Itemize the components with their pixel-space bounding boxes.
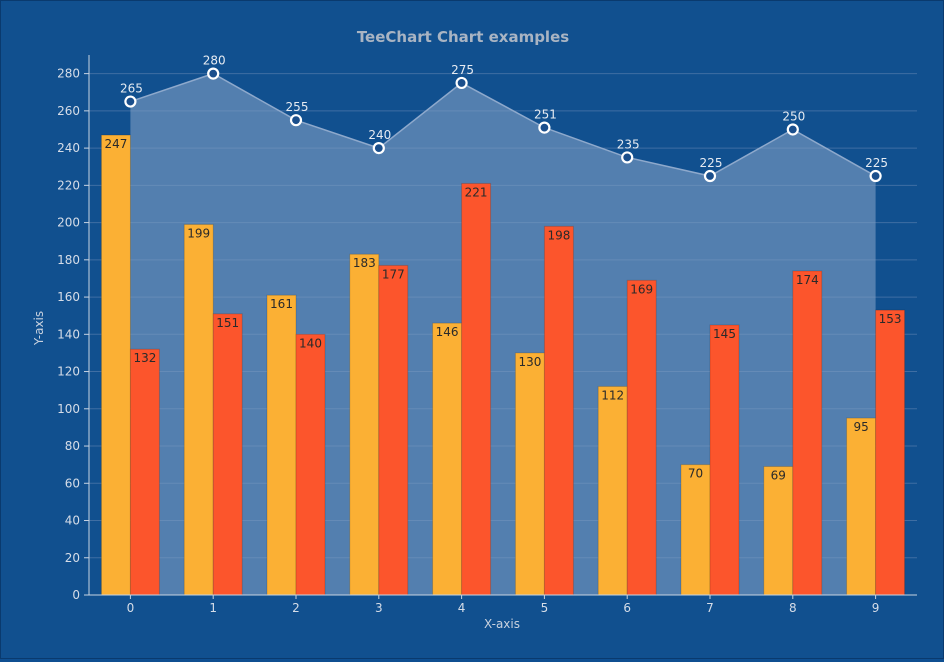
y-tick-label: 20 (65, 551, 80, 565)
x-tick-label: 4 (458, 601, 466, 615)
x-tick-label: 8 (789, 601, 797, 615)
x-tick-label: 1 (209, 601, 217, 615)
y-tick-label: 180 (57, 253, 80, 267)
y-tick-label: 80 (65, 439, 80, 453)
x-tick-label: 0 (127, 601, 135, 615)
area-point-label: 280 (203, 54, 226, 68)
y-tick-label: 120 (57, 365, 80, 379)
area-point-label: 255 (286, 100, 309, 114)
bar (212, 313, 243, 596)
area-point (703, 169, 717, 183)
area-points: 265 280 255 240 275 251 235 225 250 225 (120, 54, 888, 183)
y-tick-label: 280 (57, 67, 80, 81)
bar-value-label: 161 (270, 297, 293, 311)
bar-value-label: 145 (713, 327, 736, 341)
y-tick-label: 260 (57, 104, 80, 118)
area-point (786, 123, 799, 136)
y-axis-title: Y-axis (32, 311, 46, 346)
bar (432, 322, 463, 596)
bar (266, 294, 297, 596)
area-point (372, 142, 385, 155)
bar (846, 417, 877, 596)
bar-value-label: 130 (518, 355, 541, 369)
y-tick-label: 100 (57, 402, 80, 416)
bar-value-label: 153 (879, 312, 902, 326)
chart-title: TeeChart Chart examples (357, 28, 569, 46)
y-tick-label: 40 (65, 514, 80, 528)
bar (709, 324, 740, 596)
bar-value-label: 140 (299, 336, 322, 350)
area-point (207, 67, 220, 80)
y-tick-label: 0 (72, 588, 80, 602)
bar (543, 225, 574, 596)
bar (514, 352, 545, 596)
bar-value-label: 95 (853, 420, 868, 434)
bar-value-label: 169 (630, 282, 653, 296)
bar (875, 309, 906, 596)
y-tick-label: 60 (65, 476, 80, 490)
bar-value-label: 199 (187, 226, 210, 240)
x-tick-label: 9 (872, 601, 880, 615)
y-tick-label: 240 (57, 141, 80, 155)
bar-value-label: 177 (382, 267, 405, 281)
y-tick-label: 160 (57, 290, 80, 304)
area-point (538, 121, 551, 134)
bar-value-label: 69 (771, 469, 786, 483)
bar-value-label: 70 (688, 467, 703, 481)
bar-value-label: 112 (601, 388, 624, 402)
x-tick-label: 2 (292, 601, 300, 615)
bar (295, 333, 326, 596)
area-point-label: 250 (782, 109, 805, 123)
y-tick-label: 140 (57, 327, 80, 341)
bar (792, 270, 823, 596)
axes: 0 20 40 60 80 100 120 140 160 180 200 220 240 260 280 0… (57, 55, 917, 615)
bar (461, 182, 492, 596)
bar-value-label: 183 (353, 256, 376, 270)
bar-value-label: 174 (796, 273, 819, 287)
area-point-label: 235 (617, 137, 640, 151)
bar-value-label: 247 (104, 137, 127, 151)
area-point (124, 95, 137, 108)
bar (763, 466, 794, 596)
bar (349, 253, 380, 596)
bar-value-label: 198 (547, 228, 570, 242)
y-tick-label: 200 (57, 216, 80, 230)
bar-value-label: 151 (216, 316, 239, 330)
bar (183, 223, 214, 596)
y-tick-label: 220 (57, 178, 80, 192)
area-point-label: 240 (368, 128, 391, 142)
bar (626, 279, 657, 596)
bar (597, 385, 628, 596)
bar (378, 264, 409, 596)
area-point-label: 225 (700, 156, 723, 170)
area-point-label: 275 (451, 63, 474, 77)
area-point (289, 114, 303, 127)
area-point (869, 169, 882, 183)
area-point (455, 76, 468, 90)
bar-value-label: 221 (465, 185, 488, 199)
x-tick-label: 6 (623, 601, 631, 615)
x-tick-label: 3 (375, 601, 383, 615)
area-point-label: 251 (534, 108, 557, 122)
area-line (130, 72, 876, 177)
bar-value-label: 132 (133, 351, 156, 365)
bar (129, 348, 160, 596)
x-tick-label: 5 (541, 601, 549, 615)
x-axis-title: X-axis (484, 617, 520, 631)
area-point-label: 225 (865, 156, 888, 170)
area-point-label: 265 (120, 82, 143, 96)
bar (100, 134, 131, 596)
bar-value-label: 146 (436, 325, 459, 339)
bar-series: 247 199 161 183 146 130 112 70 69 95 132 151 140 177 2… (100, 134, 906, 596)
x-tick-label: 7 (706, 601, 714, 615)
bar (680, 464, 711, 596)
area-point (621, 151, 634, 164)
